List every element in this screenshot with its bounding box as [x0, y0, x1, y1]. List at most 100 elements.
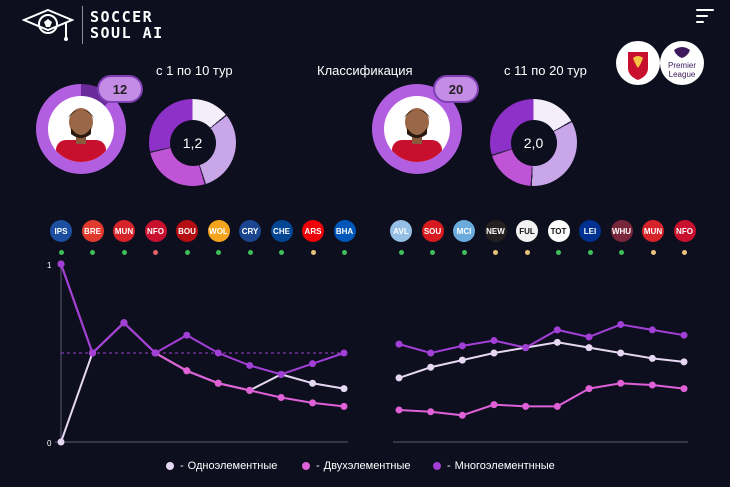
- result-status-dot: [279, 250, 284, 255]
- legend-item-double[interactable]: - Двухэлементные: [302, 460, 411, 472]
- series-point-0: [458, 356, 466, 364]
- opponent-logo-icon: NEW: [484, 220, 507, 242]
- opponent-logo-icon: BRE: [81, 220, 104, 242]
- club-league-logos: Premier League: [616, 41, 704, 85]
- series-point-0: [553, 338, 561, 346]
- opponent-logo-icon: MCI: [453, 220, 475, 242]
- chart-left: 01: [47, 260, 348, 448]
- series-point-2: [395, 340, 403, 348]
- player-avatar: [384, 96, 450, 162]
- series-point-1: [246, 386, 254, 394]
- right-period-label: с 11 по 20 тур: [504, 63, 587, 78]
- result-status-dot: [58, 250, 64, 255]
- result-status-dot: [216, 250, 221, 255]
- series-point-0: [490, 349, 498, 357]
- series-point-0: [427, 363, 435, 371]
- opponent-logo-icon: CRY: [239, 220, 261, 242]
- series-point-2: [57, 260, 65, 268]
- opponent-logo-icon: MUN: [113, 220, 135, 242]
- series-point-2: [427, 349, 435, 357]
- opponent-logo-icon: SOU: [421, 220, 444, 242]
- series-point-1: [680, 385, 688, 393]
- right-donut-value: 2,0: [510, 119, 557, 166]
- league-label-1: Premier: [668, 61, 696, 70]
- result-status-dot: [556, 250, 561, 255]
- series-line-1: [398, 382, 685, 417]
- player-avatar: [48, 96, 114, 162]
- result-status-dot: [619, 250, 624, 255]
- menu-icon[interactable]: [696, 9, 714, 23]
- result-status-dot: [461, 250, 467, 255]
- opponent-logo-icon: ARS: [302, 220, 324, 242]
- legend-item-multi[interactable]: - Многоэлементнные: [433, 460, 555, 472]
- series-point-1: [458, 411, 466, 419]
- series-point-2: [553, 326, 561, 334]
- opponent-logo-icon: IPS: [50, 220, 72, 242]
- left-donut: 1,2: [149, 99, 236, 186]
- series-point-2: [340, 349, 348, 357]
- y-tick-label: 1: [47, 261, 52, 270]
- series-point-2: [458, 342, 466, 350]
- series-point-1: [490, 401, 498, 409]
- series-point-1: [183, 367, 191, 375]
- result-status-dot: [184, 250, 190, 255]
- league-label-2: League: [669, 70, 696, 79]
- series-point-0: [680, 358, 688, 366]
- series-line-1: [60, 263, 345, 408]
- chart-right: [393, 321, 688, 443]
- series-point-0: [309, 379, 317, 387]
- series-point-2: [617, 321, 625, 329]
- center-title: Классификация: [317, 63, 413, 78]
- legend-dot-single: [166, 462, 174, 470]
- series-point-0: [617, 349, 625, 357]
- series-line-2: [398, 323, 685, 355]
- right-badge: 20: [433, 75, 479, 103]
- series-point-2: [151, 349, 159, 357]
- result-status-dot: [247, 250, 253, 255]
- series-line-0: [60, 321, 345, 443]
- series-point-1: [309, 399, 317, 407]
- series-point-0: [340, 385, 348, 393]
- series-line-0: [398, 341, 685, 379]
- result-status-dot: [121, 250, 127, 255]
- series-point-1: [214, 379, 222, 387]
- series-point-1: [277, 394, 285, 401]
- y-tick-label: 0: [47, 439, 52, 448]
- series-point-1: [427, 408, 435, 416]
- opponent-logo-icon: FUL: [516, 220, 538, 242]
- opponent-logo-icon: BOU: [176, 220, 198, 242]
- legend-item-single[interactable]: - Одноэлементные: [166, 460, 277, 472]
- legend-label-single: Одноэлементные: [187, 460, 278, 472]
- result-status-dot: [398, 250, 404, 255]
- series-point-2: [88, 349, 96, 357]
- result-status-dot: [90, 250, 95, 255]
- series-point-1: [617, 379, 625, 387]
- series-point-2: [309, 360, 317, 368]
- opponent-logo-icon: LEI: [579, 220, 601, 242]
- series-point-0: [648, 354, 656, 362]
- brand-separator: [82, 6, 83, 44]
- result-status-dot: [650, 250, 656, 255]
- result-status-dot: [524, 250, 530, 255]
- brand-name: SOCCER SOUL AI: [90, 9, 164, 41]
- result-status-dot: [493, 250, 498, 255]
- opponent-logo-icon: AVL: [390, 220, 412, 242]
- series-point-1: [340, 402, 348, 410]
- opponent-logo-icon: BHA: [333, 220, 356, 242]
- series-point-0: [585, 344, 593, 352]
- series-point-2: [183, 331, 191, 339]
- series-point-1: [522, 402, 530, 410]
- result-status-dot: [682, 250, 687, 255]
- opponent-logo-icon: TOT: [547, 220, 570, 242]
- series-point-0: [57, 438, 65, 446]
- right-player-block: [372, 84, 462, 174]
- right-donut: 2,0: [490, 99, 577, 186]
- opponent-logo-icon: WOL: [207, 220, 230, 242]
- opponent-logo-icon: NFO: [673, 220, 696, 242]
- series-point-2: [585, 333, 593, 341]
- series-point-2: [246, 361, 254, 369]
- series-point-2: [277, 370, 285, 378]
- result-status-dot: [342, 250, 347, 255]
- legend-label-multi: Многоэлементнные: [454, 460, 555, 472]
- opponent-logo-icon: NFO: [144, 220, 167, 242]
